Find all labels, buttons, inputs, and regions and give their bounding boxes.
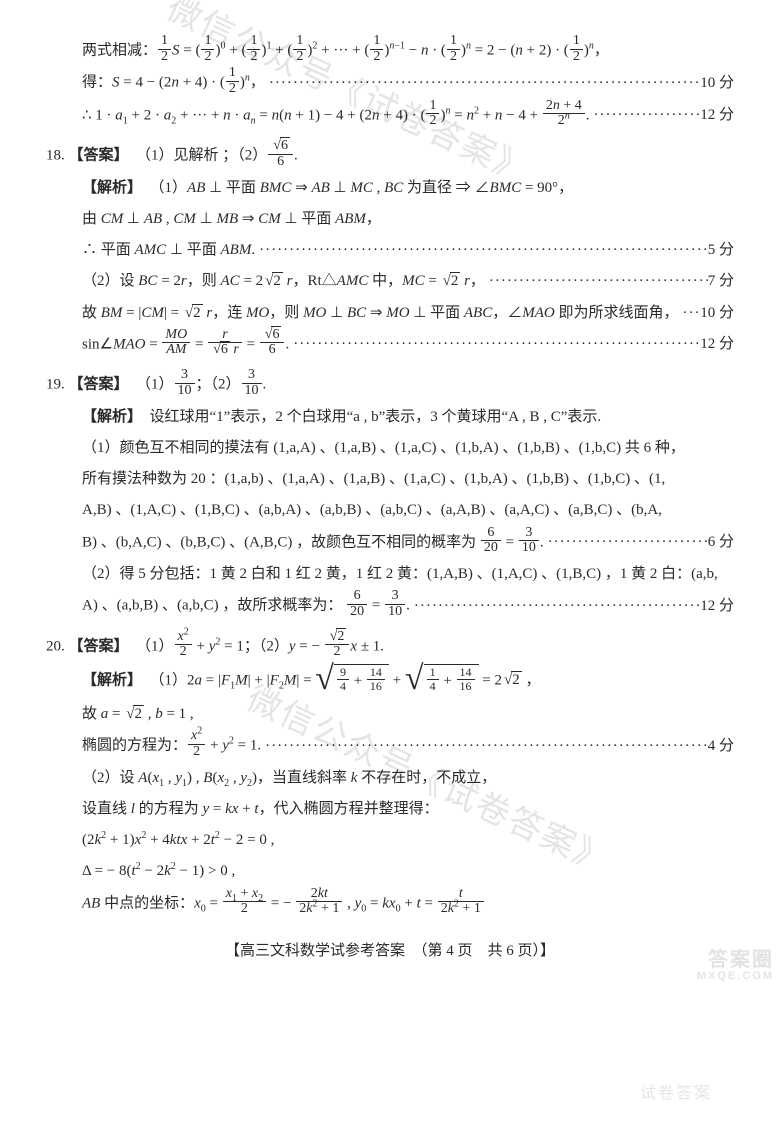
q20-s5: 设直线 l 的方程为 y = kx + t，代入椭圆方程并整理得： [82,795,734,824]
q17-line-b: 得：S = 4 − (2n + 4) · (12)n， 10 分 [82,68,734,98]
points: 10 分 [700,69,734,98]
points: 10 分 [700,299,734,328]
solution-label: 【解析】 [82,672,142,688]
points: 4 分 [708,732,734,761]
q19-s2: 所有摸法种数为 20 ：(1,a,b) 、(1,a,A) 、(1,a,B) 、(… [82,465,734,494]
q18-s3: ∴ 平面 AMC ⊥ 平面 ABM. 5 分 [82,236,734,265]
q18-s4: （2）设 BC = 2r，则 AC = 22 r，Rt△AMC 中，MC = 2… [82,267,734,296]
q18-s1: 【解析】 （1）AB ⊥ 平面 BMC ⇒ AB ⊥ MC , BC 为直径 ⇒… [82,174,734,203]
q19-label: 19. [46,377,65,393]
leader-dots [485,267,708,296]
q20-s1: 【解析】 （1）2a = |F1M| + |F2M| = √94 + 1416 … [82,664,734,698]
text: 两式相减： [82,43,157,59]
q19-s4: B) 、(b,A,C) 、(b,B,C) 、(A,B,C) ，故颜色互不相同的概… [82,528,734,558]
leader-dots [410,592,700,621]
q18-s6: sin∠MAO = MOAM = r6 r = 66. 12 分 [82,330,734,360]
q17-line-a: 两式相减：12S = (12)0 + (12)1 + (12)2 + ··· +… [82,36,734,66]
leader-dots [265,69,700,98]
q20-s4: （2）设 A(x1 , y1) , B(x2 , y2)，当直线斜率 k 不存在… [82,764,734,793]
q20-s3: 椭圆的方程为：x22 + y2 = 1. 4 分 [82,731,734,761]
q20-s8: AB 中点的坐标：x0 = x1 + x22 = − 2kt2k2 + 1 , … [82,889,734,919]
text: 设红球用“1”表示，2 个白球用“a , b”表示，3 个黄球用“A , B ,… [150,409,602,425]
q20-s2: 故 a = 2 , b = 1 , [82,700,734,729]
points: 5 分 [708,236,734,265]
points: 7 分 [708,267,734,296]
q20-label: 20. [46,638,65,654]
q20-answer: 20. 【答案】 （1）x22 + y2 = 1；（2）y = − 22x ± … [46,632,734,662]
text: 得： [82,75,112,91]
leader-dots [289,330,700,359]
points: 12 分 [700,101,734,130]
q18-s2: 由 CM ⊥ AB , CM ⊥ MB ⇒ CM ⊥ 平面 ABM， [82,205,734,234]
text: （1）AB ⊥ 平面 BMC ⇒ AB ⊥ MC , BC 为直径 ⇒ ∠BMC… [150,180,574,196]
q19-s5: （2）得 5 分包括：1 黄 2 白和 1 红 2 黄，1 红 2 黄：(1,A… [82,560,734,589]
leader-dots [544,528,708,557]
q18-answer: 18. 【答案】 （1）见解析 ；（2）66. [46,141,734,171]
leader-dots [679,299,701,328]
watermark-3: 试卷答案 [640,1078,712,1109]
points: 12 分 [700,330,734,359]
answer-label: 【答案】 [69,148,129,164]
answer-label: 【答案】 [69,638,129,654]
solution-label: 【解析】 [82,180,142,196]
q19-s3: A,B) 、(1,A,C) 、(1,B,C) 、(a,b,A) 、(a,b,B)… [82,496,734,525]
page-footer: 【高三文科数学试参考答案 （第 4 页 共 6 页）】 [46,937,734,966]
points: 6 分 [708,528,734,557]
q20-s6: (2k2 + 1)x2 + 4ktx + 2t2 − 2 = 0 , [82,826,734,855]
q19-s0: 【解析】 设红球用“1”表示，2 个白球用“a , b”表示，3 个黄球用“A … [82,403,734,432]
q17-line-c: ∴ 1 · a1 + 2 · a2 + ··· + n · an = n(n +… [82,101,734,131]
logo-line2: MXQE.COM [654,970,774,982]
points: 12 分 [700,592,734,621]
solution-label: 【解析】 [82,409,142,425]
answer-label: 【答案】 [69,377,129,393]
q18-label: 18. [46,148,65,164]
leader-dots [255,236,708,265]
q19-s6: A) 、(a,b,B) 、(a,b,C) ，故所求概率为： 620 = 310.… [82,591,734,621]
leader-dots [589,101,700,130]
leader-dots [261,732,708,761]
q20-s7: Δ = − 8(t2 − 2k2 − 1) > 0 , [82,857,734,886]
q19-s1: （1）颜色互不相同的摸法有 (1,a,A) 、(1,a,B) 、(1,a,C) … [82,434,734,463]
q18-s5: 故 BM = |CM| = 2 r，连 MO，则 MO ⊥ BC ⇒ MO ⊥ … [82,299,734,328]
q19-answer: 19. 【答案】 （1）310；（2）310. [46,370,734,400]
